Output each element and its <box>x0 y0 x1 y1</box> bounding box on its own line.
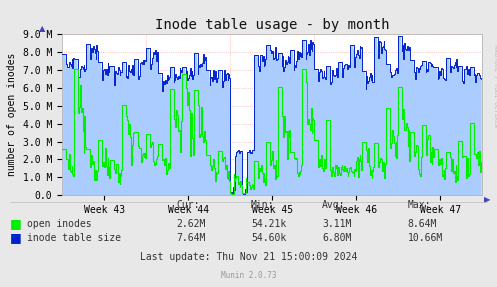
Text: 10.66M: 10.66M <box>408 233 443 243</box>
Text: Max:: Max: <box>408 200 431 210</box>
Text: ■: ■ <box>10 231 22 244</box>
Text: 54.21k: 54.21k <box>251 219 286 229</box>
Text: 6.80M: 6.80M <box>322 233 351 243</box>
Text: Avg:: Avg: <box>322 200 345 210</box>
Title: Inode table usage - by month: Inode table usage - by month <box>155 18 389 32</box>
Text: ■: ■ <box>10 217 22 230</box>
Text: Munin 2.0.73: Munin 2.0.73 <box>221 272 276 280</box>
Y-axis label: number of open inodes: number of open inodes <box>7 53 17 177</box>
Text: open inodes: open inodes <box>27 219 92 229</box>
Text: 2.62M: 2.62M <box>176 219 206 229</box>
Text: 7.64M: 7.64M <box>176 233 206 243</box>
Text: 8.64M: 8.64M <box>408 219 437 229</box>
Text: Cur:: Cur: <box>176 200 200 210</box>
Text: RRDTOOL / TOBI OETIKER: RRDTOOL / TOBI OETIKER <box>493 45 497 127</box>
Text: 3.11M: 3.11M <box>322 219 351 229</box>
Text: 54.60k: 54.60k <box>251 233 286 243</box>
Text: ▶: ▶ <box>484 195 490 204</box>
Text: inode table size: inode table size <box>27 233 121 243</box>
Text: Min:: Min: <box>251 200 274 210</box>
Text: Last update: Thu Nov 21 15:00:09 2024: Last update: Thu Nov 21 15:00:09 2024 <box>140 252 357 262</box>
Text: ▲: ▲ <box>39 24 46 33</box>
